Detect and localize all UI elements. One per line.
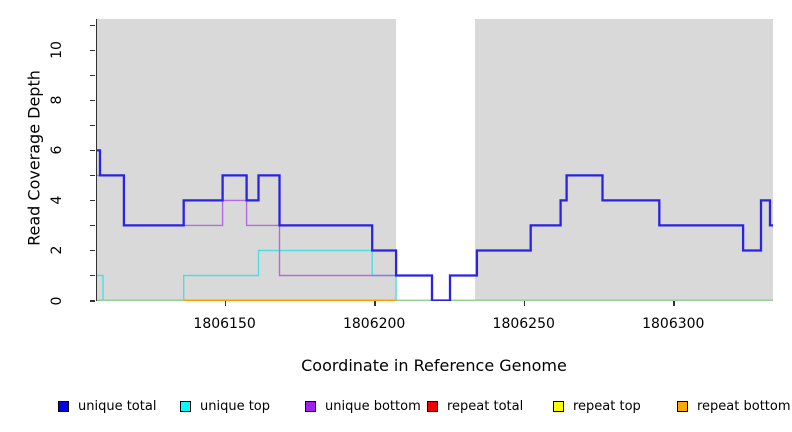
- legend-label: unique total: [78, 398, 157, 414]
- y-tick-label: 6: [49, 145, 65, 155]
- x-tick-label: 1806200: [342, 316, 406, 332]
- x-tick: [673, 301, 675, 306]
- legend-swatch-icon: [677, 400, 688, 412]
- x-tick-label: 1806250: [492, 316, 555, 332]
- highlight-region: [396, 19, 476, 301]
- y-axis-title: Read Coverage Depth: [24, 70, 44, 246]
- legend-item-repeat-total: repeat total: [427, 398, 523, 414]
- legend-item-unique-top: unique top: [180, 398, 270, 414]
- series-path-unique-bottom: [97, 174, 773, 301]
- y-tick-label: 2: [49, 245, 65, 255]
- y-tick: [90, 99, 95, 102]
- y-tick: [90, 74, 95, 77]
- y-tick: [90, 124, 95, 127]
- legend-label: unique bottom: [325, 398, 421, 414]
- legend-swatch-icon: [58, 400, 69, 412]
- y-tick-label: 4: [49, 195, 65, 205]
- y-tick: [90, 174, 95, 177]
- legend-label: unique top: [200, 398, 271, 414]
- x-tick-label: 1806150: [193, 316, 256, 332]
- legend-label: repeat bottom: [697, 398, 791, 414]
- legend-swatch-icon: [305, 400, 316, 412]
- y-tick: [90, 149, 95, 152]
- legend-item-unique-bottom: unique bottom: [305, 398, 421, 414]
- y-tick-label: 10: [49, 41, 65, 60]
- legend-label: repeat top: [573, 398, 641, 414]
- x-tick: [224, 301, 227, 306]
- legend-item-repeat-bottom: repeat bottom: [677, 398, 791, 414]
- legend-label: repeat total: [447, 398, 524, 414]
- plot-area: [96, 19, 773, 301]
- series-lines-canvas: [97, 149, 773, 301]
- legend-swatch-icon: [180, 400, 191, 412]
- x-axis-title: Coordinate in Reference Genome: [301, 356, 567, 375]
- y-tick-label: 0: [49, 296, 65, 305]
- y-tick-label: 8: [49, 95, 65, 105]
- y-tick: [90, 274, 95, 277]
- y-tick: [90, 199, 95, 202]
- series-path-unique-top: [97, 249, 773, 301]
- legend-item-repeat-top: repeat top: [553, 398, 641, 414]
- y-tick: [90, 300, 95, 302]
- legend-swatch-icon: [553, 400, 564, 412]
- y-tick: [90, 224, 95, 227]
- x-tick: [374, 301, 376, 306]
- legend-item-unique-total: unique total: [58, 398, 156, 414]
- y-tick: [90, 24, 95, 27]
- series-path-unique-total: [97, 149, 773, 301]
- x-tick: [523, 301, 526, 306]
- y-tick: [90, 49, 95, 52]
- legend: unique total unique top unique bottom repea…: [0, 398, 792, 418]
- legend-swatch-icon: [427, 400, 438, 412]
- x-tick-label: 1806300: [642, 316, 705, 332]
- y-tick: [90, 249, 95, 252]
